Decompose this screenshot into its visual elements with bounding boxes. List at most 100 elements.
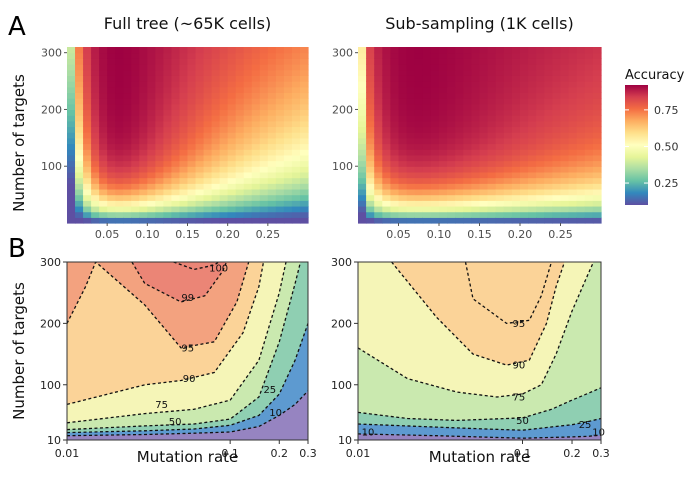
- heatmap-cell: [520, 52, 529, 59]
- heatmap-cell: [179, 75, 189, 82]
- heatmap-cell: [528, 143, 537, 150]
- heatmap-cell: [455, 188, 464, 196]
- heatmap-cell: [463, 194, 472, 201]
- heatmap-cell: [99, 171, 108, 179]
- heatmap-cell: [455, 183, 464, 190]
- heatmap-cell: [487, 69, 497, 76]
- heatmap-cell: [592, 166, 602, 173]
- heatmap-cell: [463, 52, 472, 59]
- heatmap-cell: [291, 52, 301, 59]
- heatmap-cell: [471, 143, 481, 150]
- heatmap-cell: [398, 64, 408, 71]
- heatmap-cell: [251, 188, 261, 196]
- heatmap-cell: [382, 211, 391, 218]
- heatmap-cell: [592, 211, 602, 218]
- heatmap-cell: [528, 166, 537, 173]
- heatmap-cell: [211, 132, 221, 139]
- heatmap-cell: [479, 149, 489, 156]
- heatmap-cell: [83, 86, 92, 94]
- heatmap-cell: [211, 109, 221, 116]
- heatmap-cell: [131, 177, 140, 184]
- heatmap-cell: [511, 69, 521, 76]
- heatmap-cell: [267, 98, 277, 105]
- heatmap-cell: [235, 52, 245, 59]
- heatmap-cell: [544, 143, 553, 150]
- heatmap-cell: [520, 98, 529, 105]
- heatmap-cell: [390, 177, 400, 184]
- heatmap-cell: [592, 188, 602, 196]
- heatmap-cell: [235, 58, 245, 65]
- heatmap-cell: [422, 149, 432, 156]
- heatmap-cell: [520, 183, 529, 190]
- heatmap-cell: [83, 58, 92, 65]
- heatmap-cell: [147, 126, 156, 133]
- heatmap-cell: [487, 58, 497, 65]
- heatmap-cell: [179, 92, 189, 99]
- heatmap-cell: [536, 120, 545, 128]
- heatmap-cell: [131, 211, 140, 218]
- heatmap-cell: [283, 126, 293, 133]
- heatmap-cell: [99, 52, 108, 59]
- heatmap-cell: [495, 115, 505, 122]
- heatmap-cell: [147, 154, 156, 162]
- heatmap-cell: [171, 137, 181, 145]
- heatmap-cell: [520, 115, 529, 122]
- heatmap-cell: [123, 58, 132, 65]
- heatmap-cell: [511, 103, 521, 111]
- heatmap-cell: [390, 64, 400, 71]
- contour-label: 50: [169, 417, 182, 428]
- heatmap-cell: [576, 132, 586, 139]
- heatmap-cell: [414, 81, 424, 88]
- heatmap-cell: [479, 81, 489, 88]
- heatmap-cell: [251, 109, 261, 116]
- heatmap-cell: [99, 166, 108, 173]
- heatmap-cell: [235, 200, 245, 207]
- heatmap-cell: [471, 137, 481, 145]
- heatmap-cell: [455, 137, 464, 145]
- heatmap-cell: [374, 205, 383, 213]
- heatmap-cell: [528, 177, 537, 184]
- heatmap-cell: [584, 109, 594, 116]
- heatmap-cell: [584, 52, 594, 59]
- heatmap-cell: [536, 217, 545, 224]
- heatmap-cell: [552, 143, 562, 150]
- heatmap-cell: [155, 194, 164, 201]
- heatmap-cell: [398, 52, 408, 59]
- heatmap-cell: [211, 52, 221, 59]
- heatmap-cell: [528, 75, 537, 82]
- heatmap-cell: [147, 188, 156, 196]
- heatmap-cell: [479, 200, 489, 207]
- heatmap-cell: [251, 183, 261, 190]
- heatmap-cell: [259, 183, 269, 190]
- heatmap-cell: [366, 109, 375, 116]
- heatmap-cell: [147, 171, 156, 179]
- heatmap-cell: [259, 109, 269, 116]
- heatmap-cell: [503, 126, 513, 133]
- heatmap-cell: [67, 58, 76, 65]
- heatmap-cell: [75, 183, 84, 190]
- heatmap-cell: [107, 58, 116, 65]
- heatmap-cell: [195, 120, 205, 128]
- heatmap-cell: [592, 149, 602, 156]
- heatmap-cell: [171, 194, 181, 201]
- heatmap-cell: [544, 92, 553, 99]
- heatmap-cell: [358, 75, 367, 82]
- heatmap-cell: [576, 205, 586, 213]
- heatmap-cell: [107, 154, 116, 162]
- heatmap-cell: [447, 149, 456, 156]
- heatmap-cell: [115, 81, 124, 88]
- heatmap-cell: [259, 92, 269, 99]
- heatmap-cell: [243, 137, 253, 145]
- heatmap-cell: [528, 115, 537, 122]
- panel-b-letter: B: [8, 234, 26, 264]
- heatmap-cell: [187, 47, 197, 54]
- heatmap-cell: [131, 149, 140, 156]
- heatmap-cell: [227, 177, 237, 184]
- heatmap-cell: [235, 166, 245, 173]
- x-tick-label: 0.20: [215, 228, 240, 241]
- heatmap-cell: [195, 211, 205, 218]
- heatmap-cell: [471, 166, 481, 173]
- heatmap-cell: [283, 109, 293, 116]
- heatmap-cell: [283, 171, 293, 179]
